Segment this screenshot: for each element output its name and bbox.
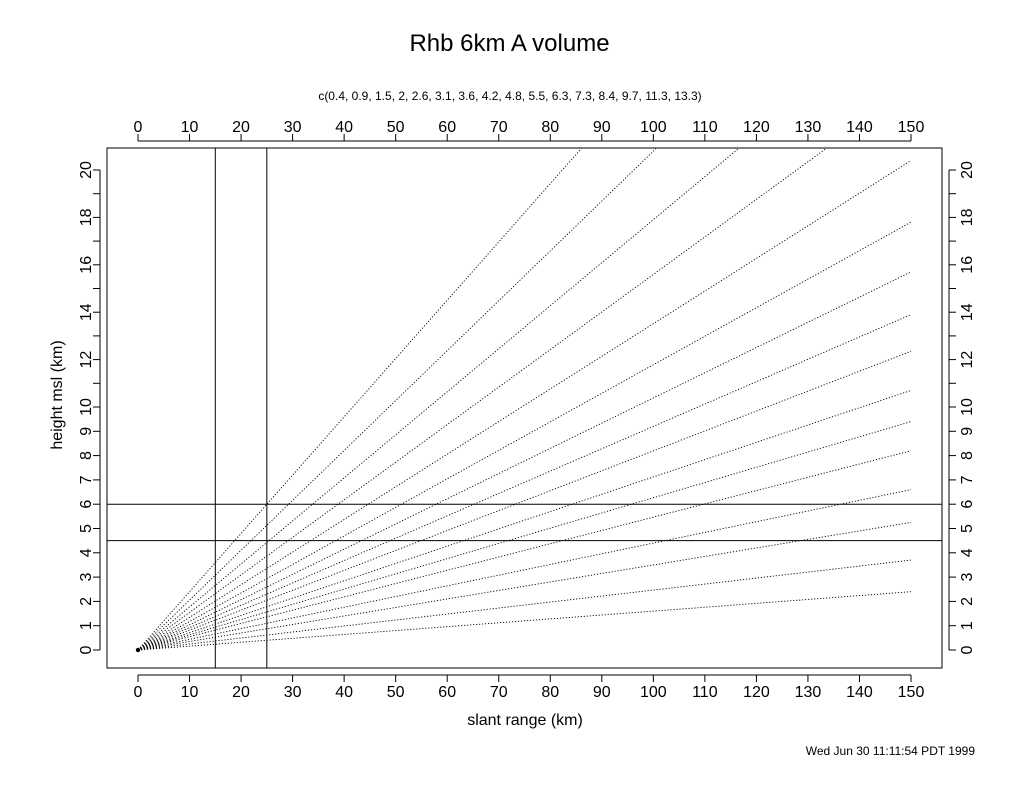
reference-lines — [107, 148, 942, 668]
beam-line-2-6 — [137, 450, 912, 651]
x-tick-label-top-100: 100 — [640, 119, 667, 136]
origin-point — [135, 647, 141, 653]
x-tick-label-top-70: 70 — [490, 119, 508, 136]
plot-frame — [106, 147, 943, 669]
beam-line-6-3 — [137, 221, 912, 651]
y-tick-label-right-20: 20 — [959, 161, 976, 179]
x-tick-label-bottom-80: 80 — [541, 684, 559, 701]
beam-line-5-5 — [137, 271, 912, 651]
y-tick-label-left-7: 7 — [78, 475, 95, 484]
beam-line-7-3 — [137, 160, 912, 651]
y-tick-label-left-4: 4 — [78, 548, 95, 557]
x-tick-label-top-150: 150 — [898, 119, 925, 136]
x-tick-label-bottom-10: 10 — [181, 684, 199, 701]
x-tick-label-bottom-0: 0 — [134, 684, 143, 701]
beam-line-4-2 — [137, 350, 912, 651]
y-tick-label-left-10: 10 — [78, 398, 95, 416]
y-tick-label-right-7: 7 — [959, 475, 976, 484]
chart-title: Rhb 6km A volume — [409, 30, 610, 57]
beam-line-4-8 — [137, 314, 912, 651]
beam-line-0-9 — [137, 559, 912, 651]
y-tick-label-right-12: 12 — [959, 351, 976, 369]
beam-line-3-1 — [137, 421, 912, 651]
x-tick-label-top-130: 130 — [795, 119, 822, 136]
chart-subtitle: c(0.4, 0.9, 1.5, 2, 2.6, 3.1, 3.6, 4.2, … — [318, 89, 702, 103]
x-tick-label-top-40: 40 — [335, 119, 353, 136]
y-tick-label-right-14: 14 — [959, 303, 976, 321]
x-tick-label-top-0: 0 — [134, 119, 143, 136]
y-tick-label-left-0: 0 — [78, 645, 95, 654]
x-tick-label-bottom-40: 40 — [335, 684, 353, 701]
x-tick-label-bottom-100: 100 — [640, 684, 667, 701]
x-tick-label-bottom-30: 30 — [284, 684, 302, 701]
y-tick-label-left-6: 6 — [78, 500, 95, 509]
y-tick-label-left-18: 18 — [78, 208, 95, 226]
y-tick-label-right-5: 5 — [959, 524, 976, 533]
x-tick-label-bottom-50: 50 — [387, 684, 405, 701]
x-tick-label-bottom-130: 130 — [795, 684, 822, 701]
y-tick-label-right-1: 1 — [959, 621, 976, 630]
x-tick-label-bottom-20: 20 — [232, 684, 250, 701]
x-tick-label-top-80: 80 — [541, 119, 559, 136]
x-tick-label-top-10: 10 — [181, 119, 199, 136]
y-tick-label-left-9: 9 — [78, 427, 95, 436]
x-tick-label-bottom-140: 140 — [846, 684, 873, 701]
y-tick-label-right-6: 6 — [959, 500, 976, 509]
y-tick-label-left-1: 1 — [78, 621, 95, 630]
y-tick-label-left-14: 14 — [78, 303, 95, 321]
timestamp: Wed Jun 30 11:11:54 PDT 1999 — [805, 744, 975, 758]
beam-line-3-6 — [137, 389, 912, 651]
y-tick-label-right-4: 4 — [959, 548, 976, 557]
y-tick-label-right-0: 0 — [959, 645, 976, 654]
x-tick-label-top-120: 120 — [743, 119, 770, 136]
beam-line-13-3 — [137, 148, 582, 651]
x-tick-label-top-60: 60 — [438, 119, 456, 136]
x-tick-label-bottom-110: 110 — [692, 684, 718, 701]
y-tick-label-left-12: 12 — [78, 351, 95, 369]
y-tick-label-right-2: 2 — [959, 597, 976, 606]
x-tick-label-bottom-90: 90 — [593, 684, 611, 701]
beam-lines — [135, 148, 912, 653]
beam-line-11-3 — [137, 148, 657, 651]
y-tick-label-left-2: 2 — [78, 597, 95, 606]
x-tick-label-bottom-60: 60 — [438, 684, 456, 701]
x-tick-label-top-110: 110 — [692, 119, 718, 136]
y-tick-label-right-16: 16 — [959, 256, 976, 274]
beam-line-0-4 — [137, 591, 912, 651]
y-tick-label-left-8: 8 — [78, 451, 95, 460]
x-axis-label: slant range (km) — [467, 712, 583, 729]
x-tick-label-top-140: 140 — [846, 119, 873, 136]
y-tick-label-left-3: 3 — [78, 573, 95, 582]
x-tick-label-bottom-70: 70 — [490, 684, 508, 701]
y-tick-label-right-10: 10 — [959, 398, 976, 416]
x-tick-label-top-90: 90 — [593, 119, 611, 136]
beam-line-8-4 — [137, 148, 827, 651]
beam-line-2 — [137, 489, 912, 651]
y-tick-label-right-18: 18 — [959, 208, 976, 226]
y-axis-label: height msl (km) — [49, 340, 66, 450]
x-tick-label-bottom-150: 150 — [898, 684, 925, 701]
x-tick-label-top-20: 20 — [232, 119, 250, 136]
axes: 0010102020303040405050606070708080909010… — [78, 119, 976, 701]
x-tick-label-bottom-120: 120 — [743, 684, 770, 701]
y-tick-label-right-9: 9 — [959, 427, 976, 436]
x-tick-label-top-50: 50 — [387, 119, 405, 136]
y-tick-label-left-5: 5 — [78, 524, 95, 533]
y-tick-label-right-3: 3 — [959, 573, 976, 582]
y-tick-label-left-20: 20 — [78, 161, 95, 179]
beam-line-9-7 — [137, 148, 739, 651]
y-tick-label-left-16: 16 — [78, 256, 95, 274]
x-tick-label-top-30: 30 — [284, 119, 302, 136]
y-tick-label-right-8: 8 — [959, 451, 976, 460]
